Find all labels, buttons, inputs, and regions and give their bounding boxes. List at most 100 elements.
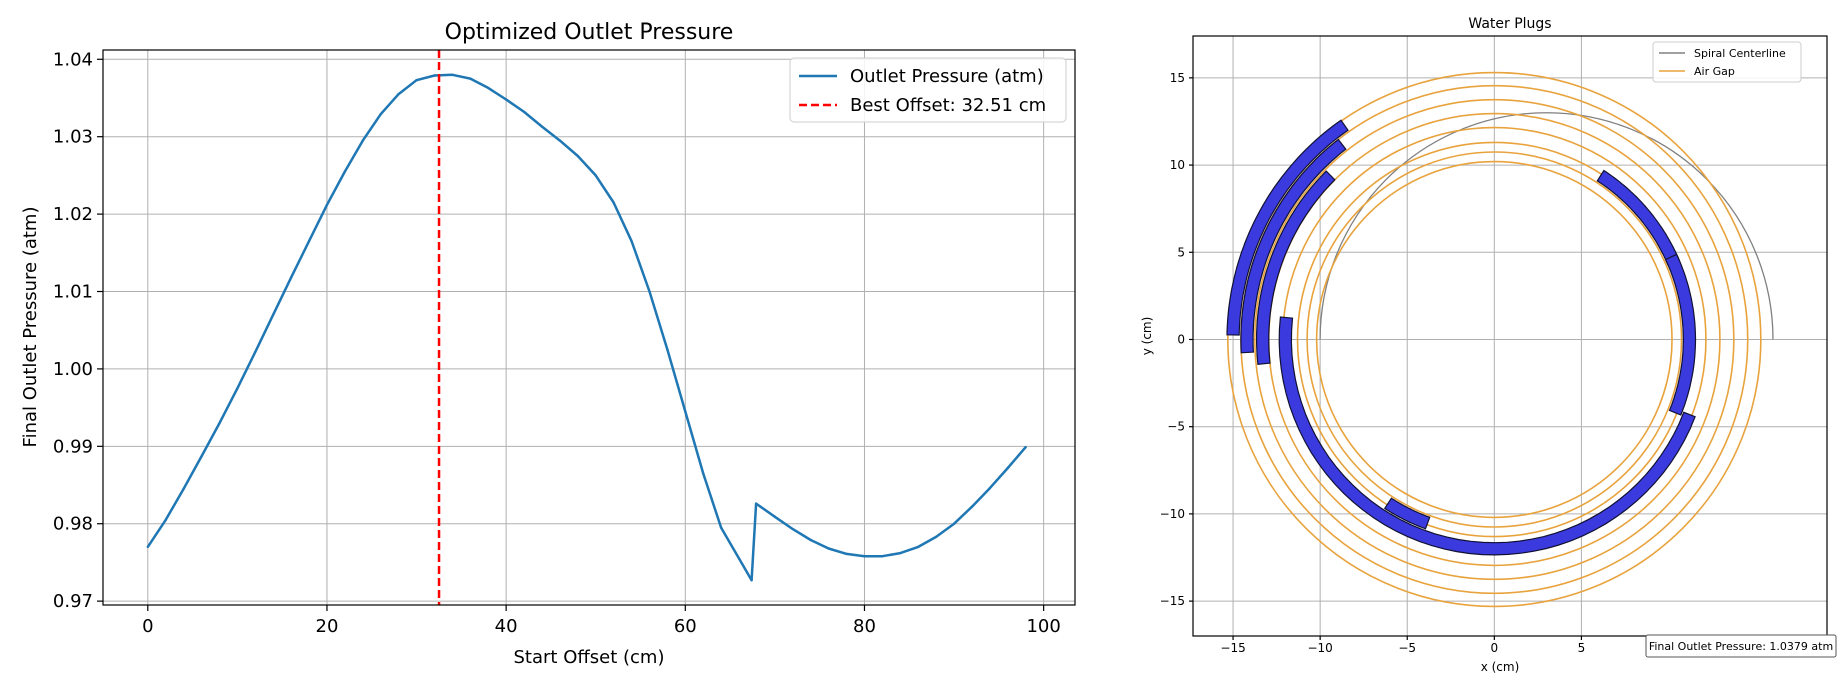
- outlet-pressure-point: [863, 555, 866, 558]
- left-x-axis-label: Start Offset (cm): [514, 647, 665, 668]
- outlet-pressure-point: [791, 527, 794, 531]
- left-grid: [103, 50, 1075, 605]
- water-plug-arc: [1240, 138, 1347, 354]
- final-pressure-annotation: Final Outlet Pressure: 1.0379 atm: [1645, 634, 1837, 658]
- legend-pressure-label: Outlet Pressure (atm): [850, 66, 1044, 87]
- final-pressure-box: [1645, 634, 1837, 658]
- left-x-tick-label: 100: [1026, 616, 1060, 637]
- outlet-pressure-point: [254, 350, 257, 354]
- right-y-tick-label: 0: [1177, 332, 1185, 346]
- outlet-pressure-line: [146, 73, 1027, 582]
- outlet-pressure-point: [146, 545, 149, 549]
- left-x-tick-label: 0: [142, 616, 153, 637]
- right-legend-box: [1652, 41, 1802, 83]
- outlet-pressure-point: [182, 487, 185, 491]
- outlet-pressure-point: [773, 515, 777, 518]
- outlet-pressure-point: [379, 113, 382, 116]
- outlet-pressure-point: [522, 110, 526, 114]
- water-plug-arc: [1278, 316, 1696, 556]
- outlet-pressure-point: [164, 518, 167, 522]
- outlet-pressure-point: [487, 86, 490, 90]
- outlet-pressure-point: [648, 290, 651, 293]
- left-y-tick-label: 1.02: [53, 204, 93, 225]
- final-pressure-text: Final Outlet Pressure: 1.0379 atm: [1649, 640, 1833, 653]
- outlet-pressure-point: [702, 472, 705, 475]
- outlet-pressure-point: [307, 240, 311, 243]
- outlet-pressure-point: [684, 410, 687, 413]
- left-y-tick-label: 0.99: [53, 436, 93, 457]
- left-chart-title: Optimized Outlet Pressure: [445, 20, 734, 45]
- outlet-pressure-point: [666, 348, 669, 351]
- outlet-pressure-point: [970, 505, 974, 508]
- outlet-pressure-point: [750, 579, 753, 582]
- right-x-tick-label: 0: [1491, 641, 1499, 655]
- right-y-tick-label: −15: [1160, 594, 1185, 608]
- water-plug-arc: [1226, 119, 1349, 336]
- outlet-pressure-point: [433, 74, 436, 77]
- outlet-pressure-point: [272, 313, 275, 316]
- left-y-tick-label: 0.98: [53, 514, 93, 535]
- water-plug-arc: [1383, 497, 1431, 530]
- air-gap-ring: [1254, 98, 1735, 581]
- right-y-tick-label: −10: [1160, 507, 1185, 521]
- outlet-pressure-point: [737, 557, 741, 560]
- left-x-tick-label: 60: [674, 616, 697, 637]
- left-x-tick-label: 80: [853, 616, 876, 637]
- left-y-axis-label: Final Outlet Pressure (atm): [20, 207, 41, 448]
- water-plugs-chart: −15 −10 −5 0 5 −15 −10 −5 0 5 10 15 Water Plugs x (…: [1140, 16, 1837, 674]
- outlet-pressure-point: [415, 79, 418, 82]
- outlet-pressure-point: [325, 203, 329, 206]
- right-chart-title: Water Plugs: [1468, 16, 1551, 32]
- right-y-tick-label: −5: [1167, 420, 1185, 434]
- outlet-pressure-point: [881, 555, 884, 558]
- right-x-tick-label: −5: [1398, 641, 1416, 655]
- outlet-pressure-point: [200, 455, 203, 458]
- left-y-tick-label: 1.00: [53, 359, 93, 380]
- spiral-centerline: [1319, 112, 1774, 340]
- outlet-pressure-point: [469, 77, 472, 80]
- right-x-tick-label: 5: [1578, 641, 1586, 655]
- outlet-pressure-point: [899, 551, 902, 555]
- outlet-pressure-point: [504, 98, 508, 101]
- left-legend: Outlet Pressure (atm) Best Offset: 32.51…: [789, 57, 1067, 123]
- outlet-pressure-point: [218, 421, 221, 425]
- left-ticks: 0 20 40 60 80 100 0.97 0.98 0.99 1.00 1.01 1.02 1.03…: [53, 49, 1061, 637]
- outlet-pressure-point: [630, 240, 633, 243]
- outlet-pressure-point: [361, 139, 364, 142]
- left-legend-box: [789, 57, 1067, 123]
- air-gap-ring: [1227, 71, 1762, 608]
- right-y-axis-label: y (cm): [1140, 317, 1154, 356]
- left-y-tick-label: 0.97: [53, 591, 93, 612]
- legend-air-gap-label: Air Gap: [1694, 65, 1735, 78]
- left-series: [146, 50, 1027, 605]
- left-y-tick-label: 1.01: [53, 282, 93, 303]
- left-y-tick-label: 1.04: [53, 49, 93, 70]
- outlet-pressure-point: [952, 522, 956, 525]
- water-plug-arc: [1256, 170, 1336, 366]
- right-y-tick-label: 10: [1170, 158, 1185, 172]
- outlet-pressure-point: [934, 535, 938, 539]
- legend-best-offset-label: Best Offset: 32.51 cm: [850, 95, 1046, 116]
- outlet-pressure-chart: 0 20 40 60 80 100 0.97 0.98 0.99 1.00 1.01 1.02 1.03…: [20, 20, 1076, 668]
- outlet-pressure-point: [397, 92, 400, 96]
- outlet-pressure-point: [827, 547, 830, 550]
- outlet-pressure-point: [576, 154, 579, 158]
- right-x-axis-label: x (cm): [1481, 660, 1520, 674]
- left-x-tick-label: 40: [495, 616, 518, 637]
- legend-centerline-label: Spiral Centerline: [1694, 47, 1786, 60]
- left-y-tick-label: 1.03: [53, 127, 93, 148]
- outlet-pressure-point: [845, 552, 848, 556]
- outlet-pressure-point: [1024, 445, 1027, 449]
- outlet-pressure-point: [289, 276, 293, 279]
- air-gap-ring: [1306, 151, 1683, 528]
- outlet-pressure-point: [1006, 466, 1009, 470]
- outlet-pressure-point: [540, 125, 544, 128]
- right-plot-frame: [1192, 35, 1828, 637]
- right-legend: Spiral Centerline Air Gap: [1652, 41, 1802, 83]
- right-x-tick-label: −10: [1307, 641, 1332, 655]
- outlet-pressure-point: [451, 73, 454, 77]
- air-gap-ring: [1315, 160, 1673, 519]
- outlet-pressure-point: [809, 538, 812, 542]
- right-ticks: −15 −10 −5 0 5 −15 −10 −5 0 5 10 15: [1160, 71, 1586, 655]
- left-plot-frame: [102, 49, 1076, 606]
